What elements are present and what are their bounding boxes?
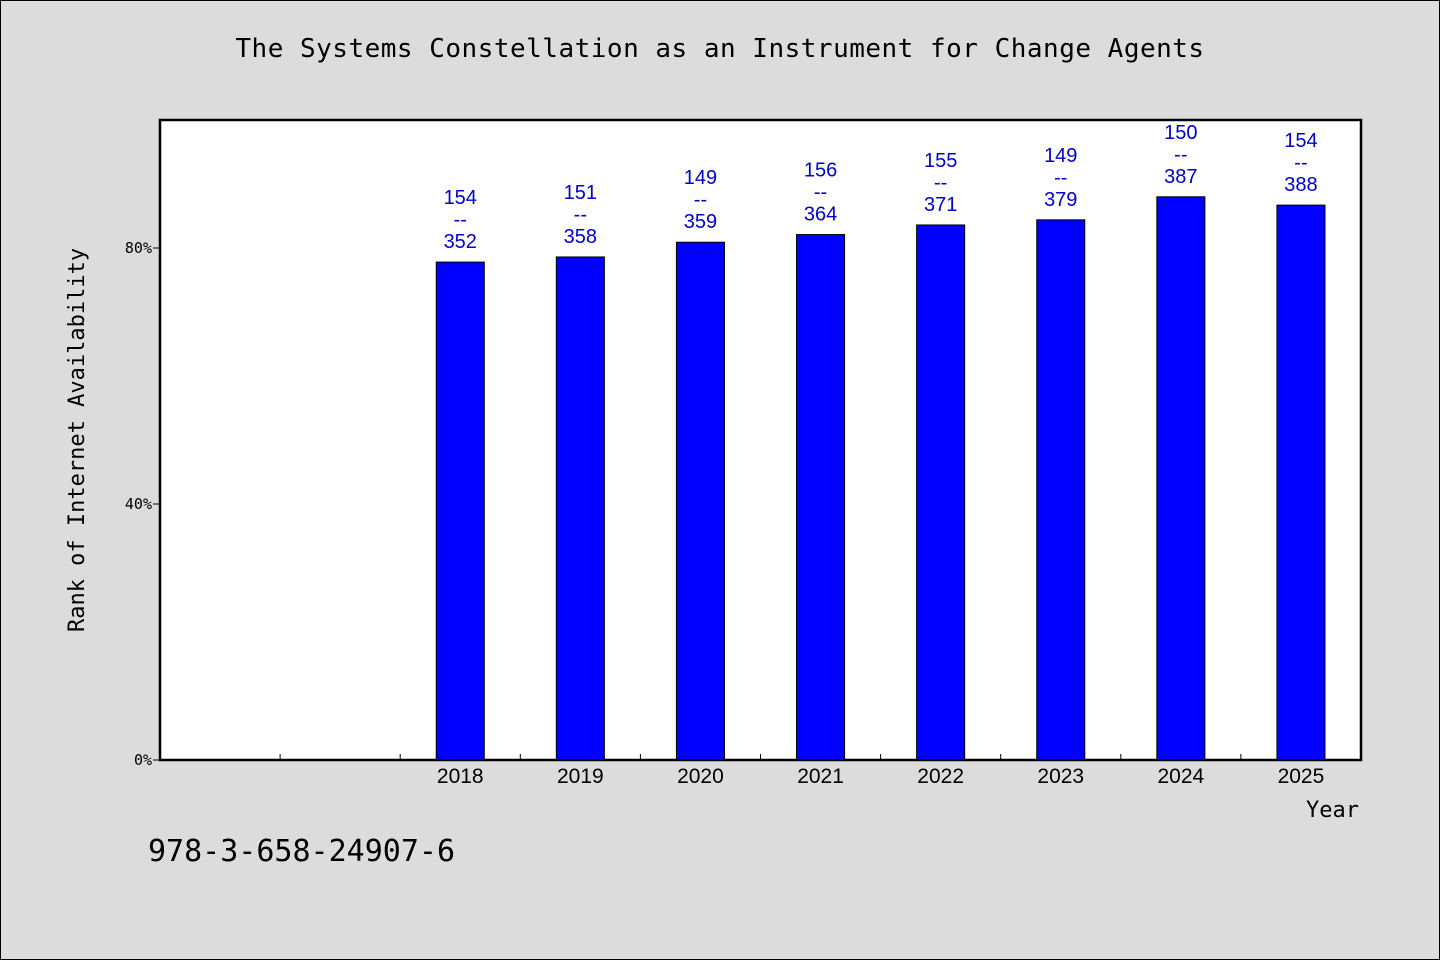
- bar-data-label: 358: [564, 226, 597, 248]
- bar-data-label: 155: [924, 150, 957, 172]
- x-tick-label: 2020: [677, 765, 724, 788]
- x-tick-label: 2021: [797, 765, 844, 788]
- bar-data-label: 154: [1284, 130, 1317, 152]
- bar-data-label: --: [1054, 167, 1067, 189]
- bar: [675, 241, 725, 761]
- bar: [916, 224, 966, 761]
- x-tick-label: 2024: [1157, 765, 1204, 788]
- bar-data-label: 149: [1044, 145, 1077, 167]
- x-axis-label: Year: [1306, 798, 1359, 823]
- bar-data-label: 359: [684, 211, 717, 233]
- bar: [1276, 204, 1326, 761]
- bar: [435, 261, 485, 761]
- isbn-label: 978-3-658-24907-6: [148, 834, 456, 869]
- bar-data-label: --: [454, 209, 467, 231]
- bar-data-label: --: [1294, 152, 1307, 174]
- bar-data-label: --: [934, 172, 947, 194]
- x-tick-label: 2018: [437, 765, 484, 788]
- bar-data-label: 364: [804, 204, 837, 226]
- bar-data-label: 388: [1284, 174, 1317, 196]
- x-tick-label: 2025: [1278, 765, 1325, 788]
- bar: [1036, 219, 1086, 761]
- bar: [1156, 196, 1206, 761]
- bar-data-label: --: [574, 204, 587, 226]
- x-tick-label: 2023: [1037, 765, 1084, 788]
- bar-data-label: 352: [444, 231, 477, 253]
- bar-data-label: 371: [924, 194, 957, 216]
- y-tick-label: 80%: [125, 239, 152, 257]
- bar-data-label: --: [814, 182, 827, 204]
- bar-data-label: --: [694, 189, 707, 211]
- bar-data-label: 149: [684, 167, 717, 189]
- bar-data-label: --: [1174, 144, 1187, 166]
- bar: [555, 256, 605, 761]
- bar: [796, 234, 846, 761]
- bar-data-label: 150: [1164, 122, 1197, 144]
- bar-data-label: 379: [1044, 189, 1077, 211]
- bar-data-label: 387: [1164, 166, 1197, 188]
- chart-title: The Systems Constellation as an Instrume…: [235, 34, 1205, 64]
- bar-data-label: 151: [564, 182, 597, 204]
- x-tick-label: 2022: [917, 765, 964, 788]
- x-tick-label: 2019: [557, 765, 604, 788]
- bar-data-label: 156: [804, 160, 837, 182]
- y-tick-label: 0%: [134, 751, 152, 769]
- y-axis-label: Rank of Internet Availability: [65, 248, 90, 632]
- bar-data-label: 154: [444, 187, 477, 209]
- y-tick-label: 40%: [125, 495, 152, 513]
